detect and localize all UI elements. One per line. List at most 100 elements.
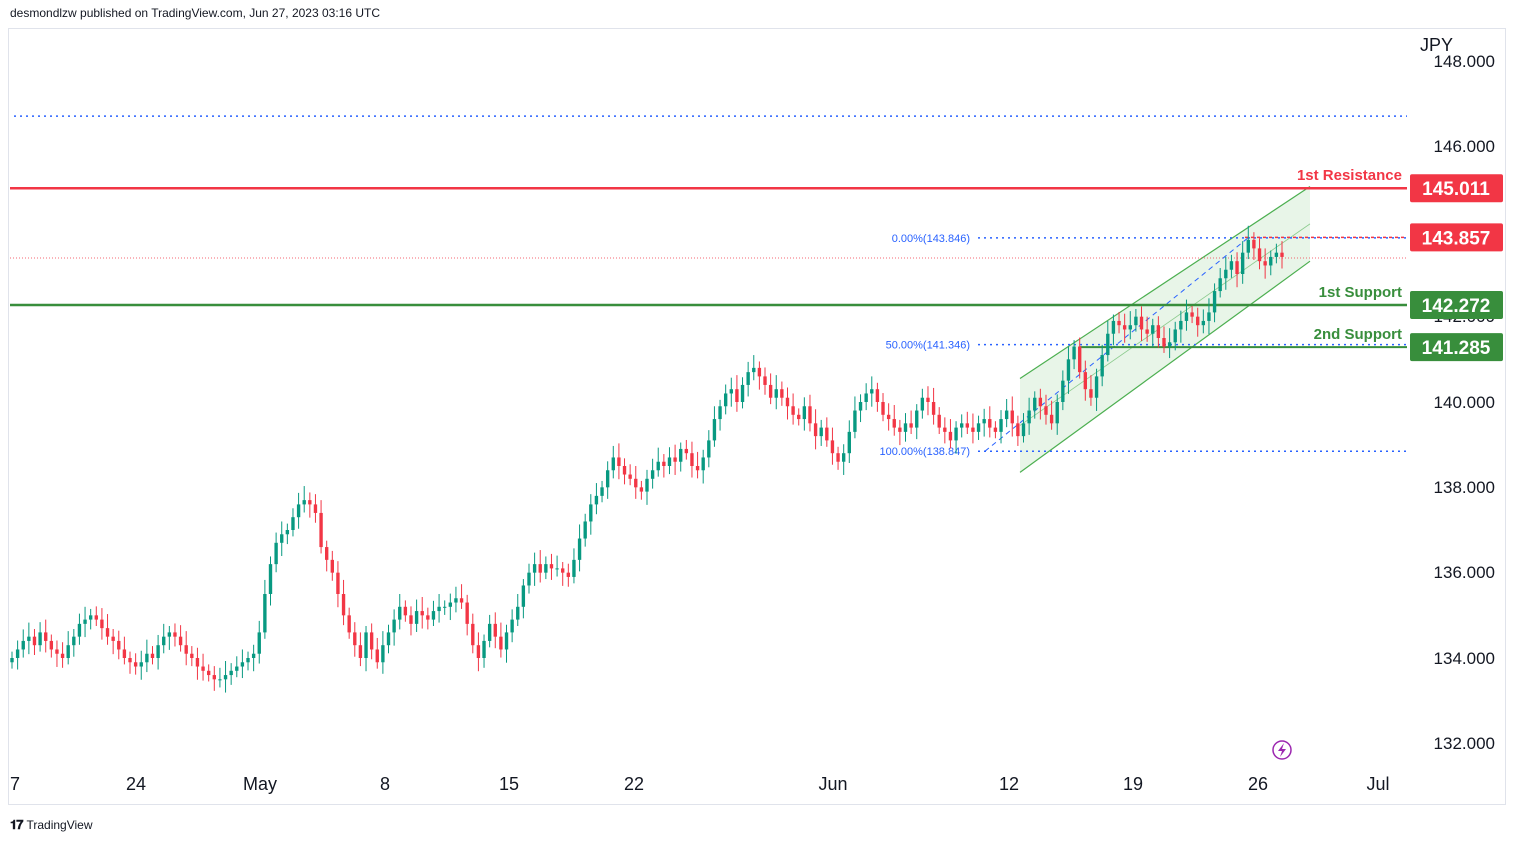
candle-body <box>836 453 840 462</box>
candle <box>319 500 323 554</box>
candle-body <box>802 406 807 420</box>
candle-body <box>21 640 25 650</box>
candle-body <box>1229 261 1234 270</box>
candle <box>740 377 745 409</box>
candle-body <box>684 448 689 454</box>
candle-body <box>426 615 430 620</box>
candle-body <box>954 427 958 441</box>
candle <box>1016 415 1020 446</box>
candle <box>898 419 902 446</box>
candle <box>707 430 711 468</box>
candle <box>841 444 846 475</box>
candle <box>268 556 273 606</box>
x-axis: 7 24 May 8 15 22 Jun 12 19 26 Jul <box>10 774 1390 794</box>
candle-body <box>201 666 205 671</box>
candle <box>437 594 441 623</box>
candle <box>1224 256 1228 290</box>
candle-body <box>1027 410 1031 424</box>
candle-body <box>358 645 363 658</box>
candle-body <box>105 628 110 637</box>
candle-body <box>532 564 537 573</box>
candle <box>752 355 756 381</box>
y-tick-label: 132.000 <box>1434 734 1495 753</box>
candle <box>1263 248 1267 279</box>
candle-body <box>768 384 773 398</box>
candle <box>44 619 48 653</box>
candle <box>1027 397 1031 435</box>
candle <box>1089 375 1093 406</box>
candle <box>398 594 402 630</box>
candle-body <box>1190 312 1194 317</box>
candle-body <box>1078 346 1082 373</box>
candle <box>10 651 14 669</box>
candle <box>218 667 222 688</box>
misc <box>1272 740 1292 760</box>
brand-name: TradingView <box>26 818 93 832</box>
candle <box>162 623 166 654</box>
candle <box>566 563 571 587</box>
candle <box>476 632 481 672</box>
candle <box>504 624 509 663</box>
candle <box>15 640 20 670</box>
candle-body <box>1235 261 1239 274</box>
candle <box>156 634 160 670</box>
level-price-badge <box>1410 291 1503 320</box>
candle-body <box>1072 346 1076 360</box>
candle <box>1167 328 1172 359</box>
x-tick-label: 12 <box>999 774 1019 794</box>
candle <box>988 406 992 438</box>
candle <box>167 626 172 650</box>
candle <box>139 650 143 680</box>
candle-body <box>414 611 419 624</box>
candle-body <box>808 406 812 424</box>
candle-body <box>813 423 818 437</box>
candle-body <box>133 662 138 667</box>
candle-body <box>667 457 672 466</box>
candle <box>1280 241 1284 269</box>
candle-body <box>1083 372 1088 390</box>
candle-body <box>723 393 728 407</box>
candle-body <box>150 653 155 658</box>
candle <box>763 367 767 395</box>
candle-body <box>1089 389 1093 398</box>
candle-body <box>302 500 306 505</box>
candle-body <box>162 636 166 646</box>
candle <box>325 540 329 572</box>
candle-body <box>757 367 762 377</box>
candle-body <box>336 572 340 594</box>
candle <box>1111 314 1116 346</box>
candle <box>111 628 115 655</box>
candle <box>83 606 87 638</box>
candle-body <box>735 389 739 402</box>
level-price-badge <box>1410 333 1503 362</box>
footer-brand[interactable]: 𝟏𝟕 TradingView <box>10 817 93 833</box>
candle-body <box>679 448 683 462</box>
candle <box>369 623 374 660</box>
candle <box>892 404 896 436</box>
candle-body <box>948 431 953 441</box>
candle <box>195 647 200 680</box>
candle <box>420 596 424 629</box>
candle-body <box>1269 256 1273 266</box>
candle-body <box>544 564 548 573</box>
candle-body <box>257 632 261 654</box>
candle-body <box>656 461 660 471</box>
chart-frame[interactable] <box>8 28 1506 805</box>
candle <box>341 579 346 626</box>
candle-body <box>673 457 677 462</box>
candle-body <box>487 623 492 641</box>
candle <box>302 486 306 513</box>
candle <box>735 375 739 412</box>
candle-body <box>111 636 115 641</box>
candle <box>178 625 183 652</box>
candle-body <box>1252 239 1256 249</box>
candle-body <box>1010 410 1014 424</box>
candle <box>802 397 807 431</box>
candle <box>937 407 941 434</box>
level-labels: 145.011 1st Resistance 143.857 142.272 1st S… <box>1297 167 1503 362</box>
candle <box>673 444 677 475</box>
candle-body <box>1106 333 1110 356</box>
candle <box>88 608 93 630</box>
x-tick-label: 24 <box>126 774 146 794</box>
